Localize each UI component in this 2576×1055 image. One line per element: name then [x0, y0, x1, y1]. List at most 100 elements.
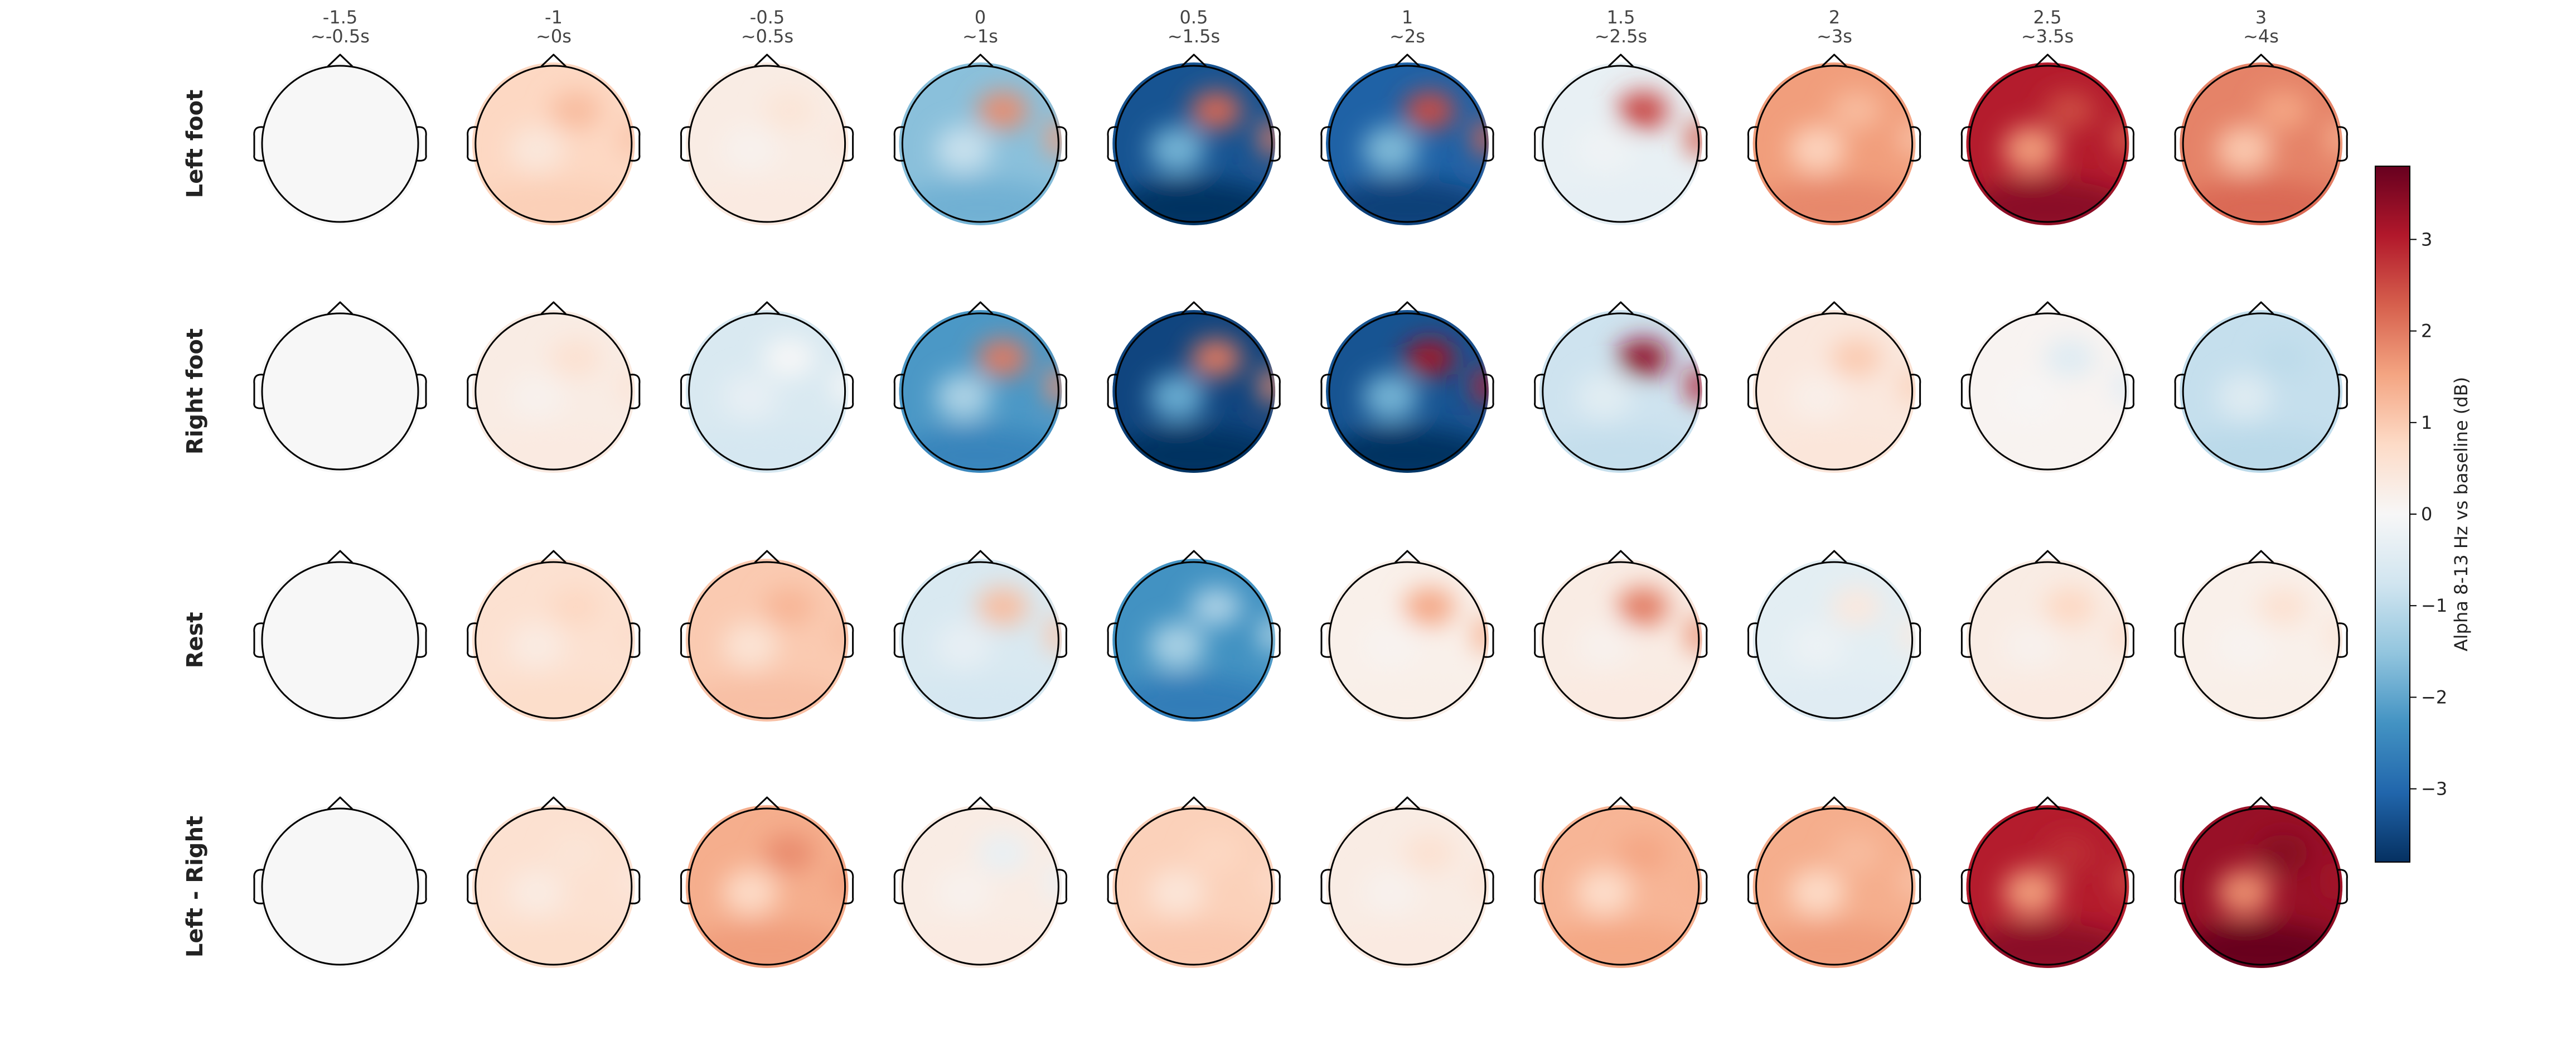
nose-outline: [1181, 54, 1207, 67]
right-ear-outline: [1057, 374, 1068, 409]
nose-outline: [2035, 550, 2061, 564]
topomap-blob: [1752, 428, 1916, 473]
topomap-blob: [763, 339, 815, 377]
topomap: [1747, 301, 1921, 473]
right-ear-outline: [1271, 126, 1281, 162]
topomap-blob: [472, 180, 635, 225]
topomap: [1534, 301, 1708, 473]
column-window-label: ~-0.5s: [311, 26, 370, 47]
topomap-blob: [1831, 834, 1882, 872]
head-outline: [1115, 312, 1273, 471]
topomap-blob: [1576, 126, 1632, 173]
head-outline: [1968, 312, 2127, 471]
topomap-blob: [1326, 923, 1489, 968]
topomap-blob: [1789, 622, 1846, 669]
topomap-blob: [1576, 869, 1632, 916]
topomap-blob: [2044, 339, 2096, 377]
nose-outline: [1181, 796, 1207, 810]
topomap: [253, 796, 427, 968]
nose-outline: [2248, 550, 2274, 564]
colorbar-tick-label: 0: [2421, 504, 2432, 525]
topomap-blob: [1789, 126, 1846, 173]
topomap: [253, 54, 427, 225]
right-ear-outline: [1271, 374, 1281, 409]
right-ear-outline: [630, 374, 641, 409]
topomap: [1960, 54, 2135, 225]
topomap-blob: [1404, 834, 1455, 872]
right-ear-outline: [1484, 622, 1494, 658]
nose-outline: [1607, 301, 1634, 315]
left-ear-outline: [1747, 869, 1757, 904]
topomap-blob: [1831, 588, 1882, 626]
column-header: 0.5 ~1.5s: [1168, 7, 1220, 47]
column-time-label: -1.5: [323, 7, 357, 28]
nose-outline: [967, 550, 994, 564]
nose-outline: [967, 301, 994, 315]
topomap-blob: [2003, 374, 2059, 420]
topomap-blob: [1752, 923, 1916, 968]
nose-outline: [1821, 54, 1847, 67]
right-ear-outline: [1697, 126, 1708, 162]
topomap-blob: [685, 676, 849, 722]
nose-outline: [327, 550, 354, 564]
topomap-blob: [763, 91, 815, 129]
left-ear-outline: [680, 622, 690, 658]
topomap-blob: [509, 622, 565, 669]
topomap-blob: [1112, 923, 1276, 968]
topomap-blob: [472, 923, 635, 968]
head-outline: [261, 312, 419, 471]
topomap-blob: [2044, 834, 2096, 872]
topomap-blob: [685, 923, 849, 968]
topomap: [1747, 796, 1921, 968]
topomap: [893, 550, 1068, 722]
left-ear-outline: [1320, 869, 1331, 904]
column-time-label: 0: [975, 7, 986, 28]
topomap-blob: [1789, 374, 1846, 420]
row-label-left-minus-right: Left - Right: [182, 816, 208, 957]
topomap-blob: [1576, 374, 1632, 420]
topomap: [2174, 550, 2348, 722]
left-ear-outline: [467, 374, 477, 409]
right-ear-outline: [2338, 622, 2348, 658]
left-ear-outline: [1320, 374, 1331, 409]
topomap-blob: [1149, 126, 1205, 173]
topomap-blob: [1789, 869, 1846, 916]
topomap-blob: [2003, 869, 2059, 916]
topomap-blob: [2258, 91, 2309, 129]
row-label-left-foot: Left foot: [182, 90, 208, 199]
topomap-blob: [899, 180, 1062, 225]
right-ear-outline: [844, 622, 854, 658]
topomap-blob: [1966, 923, 2129, 968]
head-outline: [1755, 65, 1914, 223]
topomap-blob: [1149, 869, 1205, 916]
nose-outline: [540, 54, 566, 67]
head-outline: [1755, 312, 1914, 471]
right-ear-outline: [1697, 374, 1708, 409]
colorbar-tick-label: −1: [2421, 595, 2447, 616]
topomap: [1107, 301, 1281, 473]
nose-outline: [2248, 796, 2274, 810]
head-outline: [1755, 561, 1914, 719]
topomap-blob: [936, 869, 992, 916]
head-outline: [1328, 807, 1486, 966]
topomap: [1320, 54, 1494, 225]
head-outline: [1542, 561, 1700, 719]
topomap-blob: [1752, 180, 1916, 225]
head-outline: [2182, 65, 2340, 223]
left-ear-outline: [1960, 869, 1971, 904]
colorbar-tick-label: −3: [2421, 778, 2447, 800]
head-outline: [474, 312, 633, 471]
topomap-blob: [509, 869, 565, 916]
column-time-label: -1: [545, 7, 563, 28]
topomap-blob: [472, 428, 635, 473]
nose-outline: [1607, 796, 1634, 810]
topomap-blob: [936, 126, 992, 173]
topomap-blob: [1112, 676, 1276, 722]
column-window-label: ~2.5s: [1595, 26, 1647, 47]
topomap: [2174, 301, 2348, 473]
topomap-blob: [1190, 834, 1242, 872]
right-ear-outline: [1057, 869, 1068, 904]
nose-outline: [327, 54, 354, 67]
right-ear-outline: [1057, 126, 1068, 162]
right-ear-outline: [1271, 869, 1281, 904]
